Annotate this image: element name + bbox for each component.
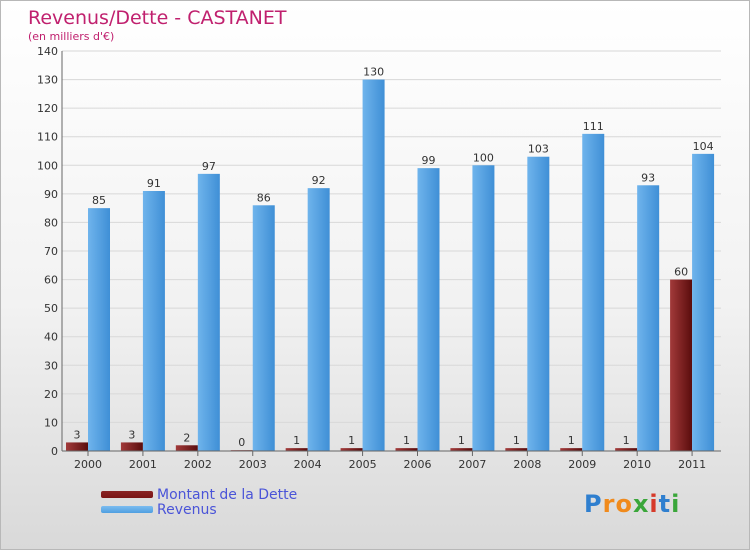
data-label-debt-2001: 3 <box>128 428 135 441</box>
data-label-revenue-2007: 100 <box>473 151 494 164</box>
y-tick-label-110: 110 <box>37 131 58 144</box>
bar-revenue-2001 <box>142 191 165 451</box>
x-tick-label-2002: 2002 <box>184 458 212 471</box>
bar-debt-2000 <box>66 442 88 451</box>
x-tick-label-2000: 2000 <box>74 458 102 471</box>
y-tick-label-20: 20 <box>44 388 58 401</box>
bar-revenue-2004 <box>307 188 330 451</box>
chart-title: Revenus/Dette - CASTANET <box>28 7 287 29</box>
y-tick-label-60: 60 <box>44 274 58 287</box>
logo-letter-0: P <box>584 490 603 518</box>
bar-revenue-2003 <box>252 205 275 451</box>
data-label-debt-2002: 2 <box>183 431 190 444</box>
y-tick-label-100: 100 <box>37 159 58 172</box>
bar-revenue-2005 <box>362 79 385 452</box>
data-label-debt-2007: 1 <box>458 434 465 447</box>
legend-label-debt: Montant de la Dette <box>157 486 298 503</box>
data-label-revenue-2001: 91 <box>147 177 161 190</box>
legend: Montant de la Dette Revenus <box>101 486 298 518</box>
y-axis: 0 10 20 30 40 50 60 70 80 90 100 110 120 130 140 <box>37 45 63 458</box>
bar-revenue-2006 <box>417 168 440 451</box>
logo-letter-2: o <box>615 490 633 518</box>
x-tick-label-2005: 2005 <box>349 458 377 471</box>
data-label-debt-2010: 1 <box>623 434 630 447</box>
data-label-debt-2003: 0 <box>238 436 245 449</box>
y-tick-label-30: 30 <box>44 359 58 372</box>
bar-debt-2006 <box>395 448 418 451</box>
bar-revenue-2010 <box>637 185 660 452</box>
data-label-revenue-2008: 103 <box>528 143 549 156</box>
logo-letter-6: i <box>671 490 681 518</box>
legend-swatch-revenue <box>101 506 153 513</box>
y-tick-label-130: 130 <box>37 74 58 87</box>
y-tick-label-140: 140 <box>37 45 58 58</box>
y-tick-label-80: 80 <box>44 216 58 229</box>
bar-revenue-2002 <box>197 173 220 451</box>
y-tick-label-50: 50 <box>44 302 58 315</box>
legend-swatch-debt <box>101 491 153 498</box>
data-label-debt-2008: 1 <box>513 434 520 447</box>
data-labels: 3853912970861921130199110011031111193601… <box>74 66 714 450</box>
legend-item-revenue: Revenus <box>101 501 297 518</box>
bar-debt-2005 <box>340 448 363 451</box>
bar-debt-2009 <box>560 448 583 451</box>
x-tick-label-2003: 2003 <box>239 458 267 471</box>
y-tick-label-0: 0 <box>51 445 58 458</box>
data-label-revenue-2006: 99 <box>422 154 436 167</box>
x-tick-label-2009: 2009 <box>568 458 596 471</box>
logo-letter-4: i <box>649 490 659 518</box>
bar-revenue-2008 <box>527 156 550 451</box>
data-label-debt-2011: 60 <box>674 266 688 279</box>
bars <box>66 79 715 452</box>
bar-revenue-2000 <box>88 208 110 451</box>
x-tick-label-2001: 2001 <box>129 458 157 471</box>
y-tick-label-10: 10 <box>44 416 58 429</box>
bar-debt-2001 <box>120 442 143 451</box>
proxiti-logo: Proxiti <box>584 490 680 518</box>
x-tick-label-2008: 2008 <box>513 458 541 471</box>
data-label-revenue-2003: 86 <box>257 191 271 204</box>
x-axis: 2000 2001 2002 2003 2004 2005 2006 2007 2008 2009… <box>62 450 721 471</box>
data-label-debt-2006: 1 <box>403 434 410 447</box>
bar-debt-2010 <box>615 448 638 451</box>
data-label-revenue-2004: 92 <box>312 174 326 187</box>
data-label-debt-2004: 1 <box>293 434 300 447</box>
y-tick-label-40: 40 <box>44 331 58 344</box>
bar-debt-2004 <box>285 448 308 451</box>
bar-revenue-2007 <box>472 165 495 452</box>
bar-revenue-2009 <box>582 133 605 451</box>
x-tick-label-2011: 2011 <box>678 458 706 471</box>
data-label-debt-2005: 1 <box>348 434 355 447</box>
legend-item-debt: Montant de la Dette <box>101 486 298 503</box>
data-label-debt-2000: 3 <box>74 428 81 441</box>
x-tick-label-2006: 2006 <box>404 458 432 471</box>
x-tick-label-2007: 2007 <box>458 458 486 471</box>
data-label-revenue-2010: 93 <box>641 171 655 184</box>
x-tick-label-2004: 2004 <box>294 458 322 471</box>
y-tick-label-70: 70 <box>44 245 58 258</box>
logo-letter-5: t <box>658 490 672 518</box>
y-tick-label-90: 90 <box>44 188 58 201</box>
bar-debt-2002 <box>175 445 198 451</box>
logo-letter-3: x <box>632 490 650 518</box>
legend-label-revenue: Revenus <box>157 501 217 518</box>
bar-debt-2008 <box>505 448 528 451</box>
bar-debt-2007 <box>450 448 473 451</box>
grid-lines <box>62 50 721 452</box>
chart-subtitle: (en milliers d'€) <box>28 30 115 43</box>
logo-letter-1: r <box>602 490 616 518</box>
data-label-debt-2009: 1 <box>568 434 575 447</box>
bar-debt-2011 <box>670 279 693 451</box>
data-label-revenue-2005: 130 <box>363 66 384 79</box>
data-label-revenue-2000: 85 <box>92 194 106 207</box>
x-tick-label-2010: 2010 <box>623 458 651 471</box>
data-label-revenue-2011: 104 <box>693 140 714 153</box>
y-tick-label-120: 120 <box>37 102 58 115</box>
data-label-revenue-2009: 111 <box>583 120 604 133</box>
data-label-revenue-2002: 97 <box>202 160 216 173</box>
bar-revenue-2011 <box>692 153 715 451</box>
